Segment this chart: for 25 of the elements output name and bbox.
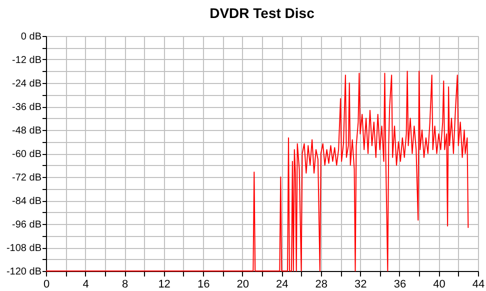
y-tick-label: -60 dB	[12, 149, 42, 160]
x-tick-label: 20	[236, 278, 249, 290]
y-tick-label: -72 dB	[12, 172, 42, 184]
y-tick-label: -120 dB	[6, 266, 42, 278]
y-tick-label: -12 dB	[12, 55, 42, 66]
x-tick-label: 44	[472, 278, 485, 290]
x-tick-label: 16	[197, 278, 210, 290]
y-tick-label: -108 dB	[6, 243, 42, 254]
x-tick-label: 32	[354, 278, 367, 290]
x-tick-label: 40	[433, 278, 446, 290]
x-tick-label: 4	[82, 278, 89, 290]
x-tick-label: 36	[394, 278, 406, 290]
x-tick-label: 0	[43, 278, 50, 290]
x-tick-label: 28	[315, 278, 328, 290]
x-tick-label: 12	[158, 278, 170, 290]
y-tick-label: 0 dB	[20, 32, 42, 42]
line-series	[46, 70, 469, 272]
y-tick-label: -36 dB	[12, 102, 42, 113]
y-tick-label: -24 dB	[12, 78, 42, 90]
chart-title: DVDR Test Disc	[210, 5, 315, 21]
y-tick-label: -96 dB	[12, 220, 42, 230]
x-tick-label: 24	[276, 278, 288, 290]
y-tick-label: -84 dB	[12, 196, 42, 207]
x-tick-label: 8	[122, 278, 128, 290]
y-tick-label: -48 dB	[12, 126, 42, 136]
